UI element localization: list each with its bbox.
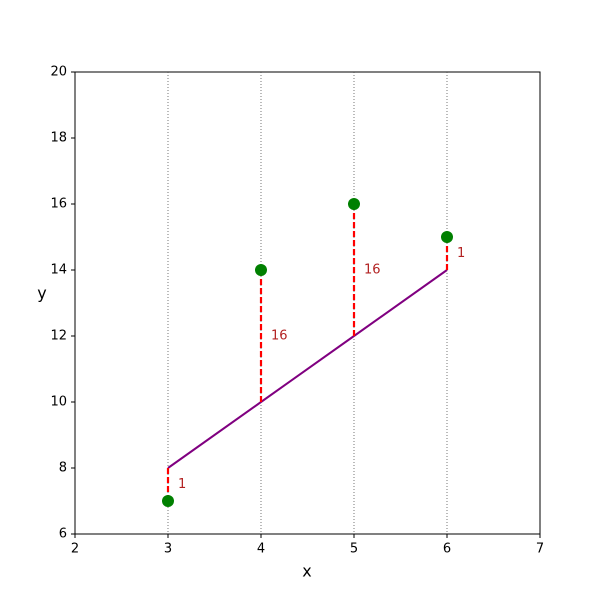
fit-line xyxy=(167,269,448,469)
y-tick-label: 18 xyxy=(50,131,67,146)
x-tick-label: 7 xyxy=(536,542,544,557)
x-axis-label: x xyxy=(302,562,311,581)
x-tick-label: 5 xyxy=(350,542,358,557)
plot-frame xyxy=(74,71,541,535)
residual-label: 1 xyxy=(178,477,186,492)
y-tick-label: 20 xyxy=(50,65,67,80)
y-tick-label: 8 xyxy=(59,461,67,476)
residual-label: 16 xyxy=(364,263,381,278)
x-tick-label: 4 xyxy=(257,542,265,557)
y-tick-label: 10 xyxy=(50,395,67,410)
y-tick-label: 12 xyxy=(50,329,67,344)
residual-label: 16 xyxy=(271,329,288,344)
y-tick-label: 6 xyxy=(59,527,67,542)
x-tick-label: 3 xyxy=(164,542,172,557)
x-tick-label: 6 xyxy=(443,542,451,557)
y-tick-label: 16 xyxy=(50,197,67,212)
point xyxy=(162,495,174,507)
x-tick-label: 2 xyxy=(71,542,79,557)
residual-label: 1 xyxy=(457,246,465,261)
point xyxy=(348,198,360,210)
y-axis-label: y xyxy=(37,284,46,303)
y-tick-label: 14 xyxy=(50,263,67,278)
point xyxy=(255,264,267,276)
point xyxy=(441,231,453,243)
